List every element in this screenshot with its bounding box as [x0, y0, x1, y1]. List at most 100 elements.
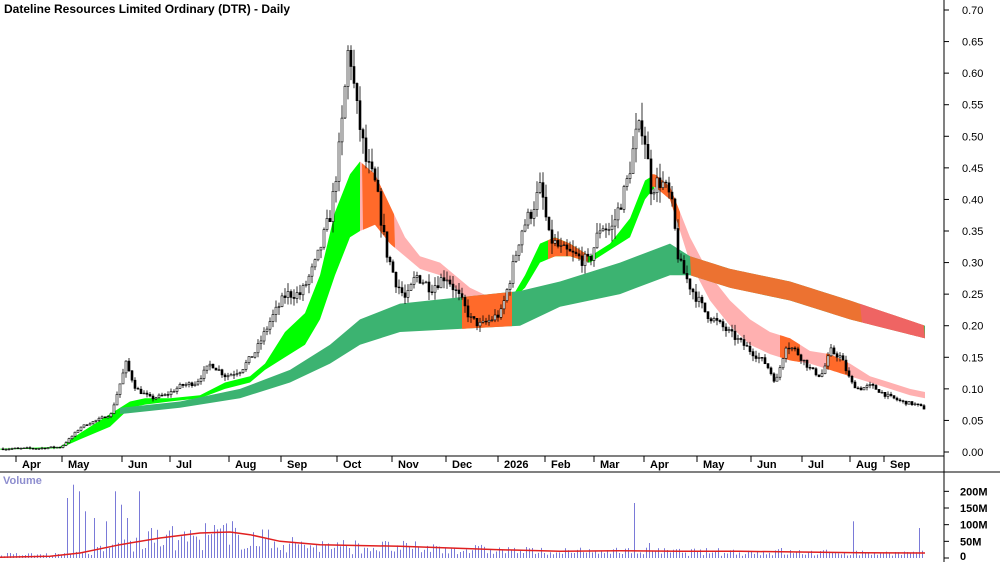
- vol-tick-label: 150M: [960, 503, 988, 515]
- candle: [802, 359, 806, 366]
- volume-bar: [475, 545, 476, 558]
- candle: [559, 237, 563, 253]
- candle: [34, 448, 38, 450]
- candle: [499, 304, 503, 320]
- volume-bar: [499, 547, 500, 558]
- volume-bar: [727, 553, 728, 558]
- volume-bar: [652, 551, 653, 558]
- volume-bar: [103, 551, 104, 558]
- volume-bar: [85, 511, 86, 558]
- volume-bar: [49, 556, 50, 558]
- volume-bar: [469, 553, 470, 558]
- candle: [124, 360, 128, 378]
- candle: [574, 245, 578, 257]
- candle: [583, 250, 587, 274]
- volume-bar: [919, 528, 920, 558]
- x-tick-label: Jul: [176, 459, 192, 471]
- candle: [739, 337, 743, 343]
- volume-bar: [622, 554, 623, 558]
- candle: [463, 294, 467, 313]
- volume-bar: [292, 537, 293, 558]
- volume-bar: [814, 555, 815, 558]
- candle: [145, 390, 149, 398]
- volume-bar: [448, 553, 449, 558]
- volume-bar: [97, 547, 98, 558]
- volume-bar: [598, 553, 599, 558]
- candle: [178, 382, 182, 389]
- volume-bar: [268, 529, 269, 558]
- volume-bar: [208, 534, 209, 558]
- candle: [154, 396, 158, 401]
- volume-bar: [139, 491, 140, 558]
- candle: [112, 402, 116, 415]
- candle: [520, 229, 524, 253]
- candle: [430, 284, 434, 296]
- volume-bar: [808, 551, 809, 558]
- volume-bar: [556, 552, 557, 558]
- candle: [649, 149, 653, 206]
- candles-layer: [1, 45, 926, 451]
- candle: [343, 84, 347, 119]
- candle: [331, 182, 335, 233]
- volume-bar: [412, 548, 413, 558]
- candle: [46, 447, 50, 450]
- volume-bar: [328, 543, 329, 558]
- candle: [778, 365, 782, 381]
- candle: [853, 380, 857, 389]
- candle: [745, 341, 749, 347]
- volume-bar: [433, 544, 434, 558]
- volume-bar: [157, 529, 158, 558]
- volume-bar: [787, 554, 788, 558]
- candle: [130, 370, 134, 383]
- volume-bar: [373, 547, 374, 558]
- volume-bar: [226, 523, 227, 558]
- volume-bar: [862, 550, 863, 558]
- candle: [427, 274, 431, 300]
- candle: [682, 255, 686, 274]
- volume-bar: [127, 518, 128, 558]
- candle: [811, 367, 815, 370]
- candle: [115, 391, 119, 406]
- volume-bar: [793, 553, 794, 558]
- candle: [262, 327, 266, 345]
- volume-bar: [796, 552, 797, 558]
- candle: [349, 45, 353, 81]
- candle: [490, 316, 494, 323]
- y-tick-label: 0.30: [962, 258, 983, 270]
- volume-bar: [163, 545, 164, 558]
- candle: [193, 381, 197, 387]
- volume-y-ticks: 200M 150M 100M 50M 0: [944, 486, 988, 562]
- candle: [73, 431, 77, 438]
- candle: [790, 347, 794, 352]
- volume-bar: [193, 535, 194, 558]
- volume-bar: [205, 523, 206, 558]
- candle: [142, 390, 146, 395]
- y-tick-label: 0.05: [962, 415, 983, 427]
- candle: [817, 374, 821, 378]
- volume-bar: [577, 549, 578, 558]
- volume-bar: [676, 549, 677, 558]
- x-tick-label: May: [703, 459, 725, 471]
- volume-bar: [505, 553, 506, 558]
- band-2: [510, 174, 655, 302]
- candle: [607, 222, 611, 236]
- volume-bar: [730, 550, 731, 558]
- candle: [160, 392, 164, 397]
- volume-bar: [439, 546, 440, 558]
- candle: [856, 386, 860, 390]
- candle: [184, 382, 188, 388]
- volume-bar: [679, 548, 680, 558]
- volume-bar: [553, 554, 554, 558]
- volume-bar: [799, 550, 800, 558]
- volume-bar: [838, 553, 839, 558]
- candle: [823, 363, 827, 375]
- y-tick-label: 0.20: [962, 321, 983, 333]
- candle: [688, 278, 692, 295]
- volume-layer: [0, 484, 926, 559]
- candle: [40, 446, 44, 450]
- candle: [118, 383, 122, 398]
- volume-bar: [202, 550, 203, 558]
- volume-bar: [190, 530, 191, 558]
- volume-bar: [904, 551, 905, 558]
- volume-bar: [382, 541, 383, 558]
